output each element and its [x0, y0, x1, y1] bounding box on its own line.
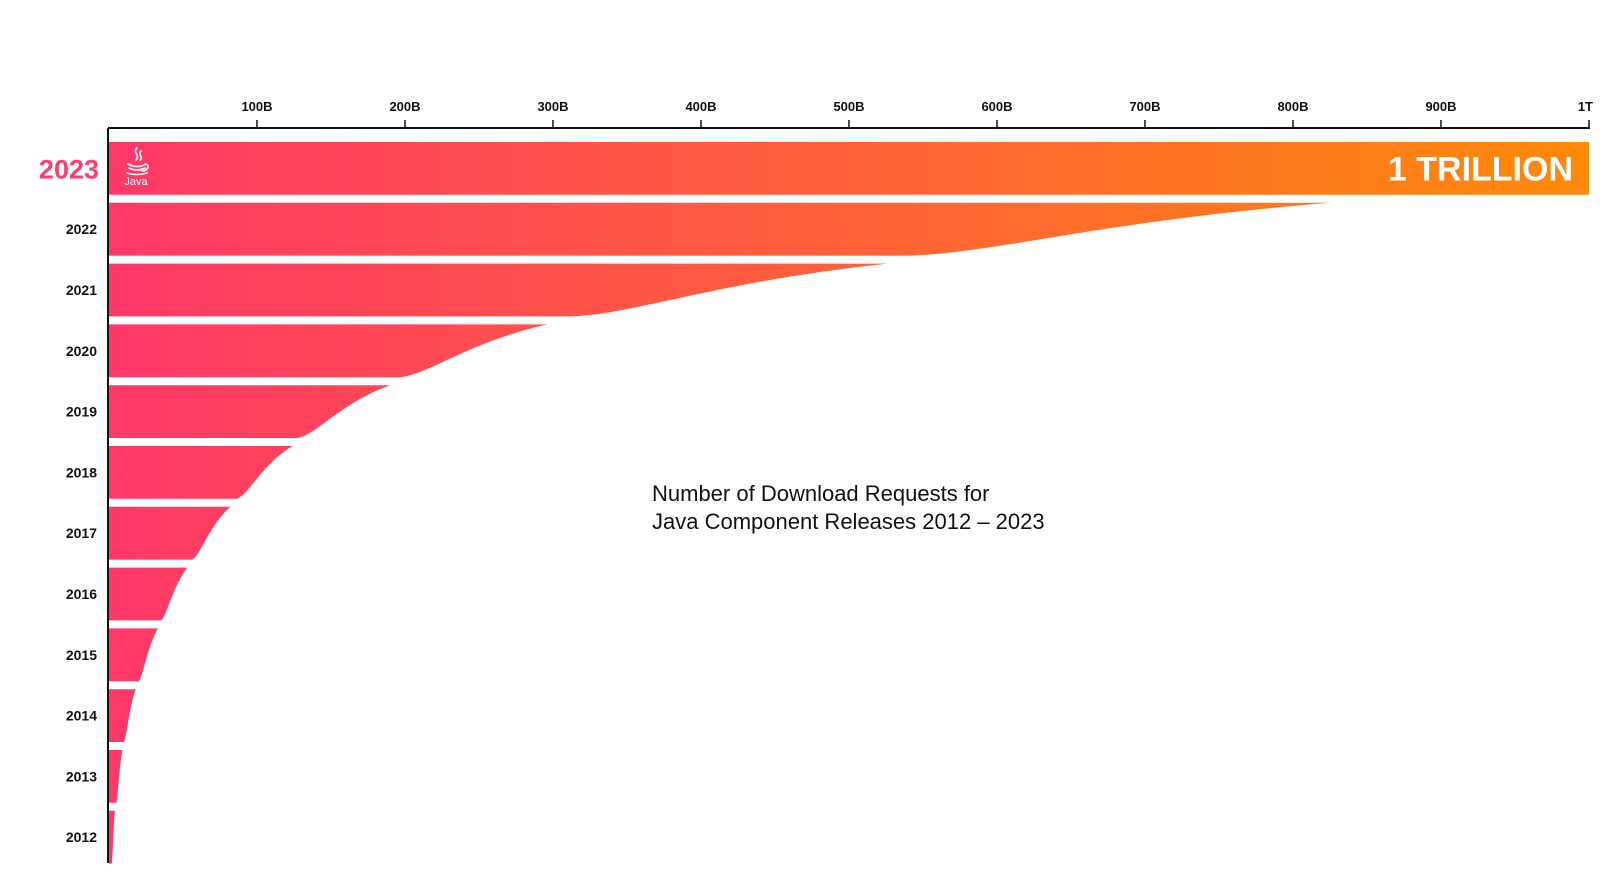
year-label-2015: 2015 [66, 647, 97, 663]
bar-2021 [109, 263, 888, 317]
year-label-2021: 2021 [66, 282, 97, 298]
x-tick-label-1T: 1T [1578, 99, 1593, 114]
year-label-2017: 2017 [66, 525, 97, 541]
x-tick-label-900B: 900B [1425, 99, 1456, 114]
chart-title-line-2: Java Component Releases 2012 – 2023 [652, 509, 1045, 534]
bar-2018 [109, 446, 293, 499]
year-label-2019: 2019 [66, 404, 97, 420]
year-label-2023: 2023 [39, 154, 99, 184]
year-label-2013: 2013 [66, 768, 97, 784]
year-label-2020: 2020 [66, 343, 97, 359]
year-label-2016: 2016 [66, 586, 97, 602]
java-logo-text: Java [124, 176, 148, 188]
x-tick-label-400B: 400B [685, 99, 716, 114]
bars-group: 1 TRILLION [109, 142, 1589, 864]
bar-value-label-2023: 1 TRILLION [1388, 150, 1573, 188]
year-label-2014: 2014 [66, 708, 97, 724]
x-tick-label-600B: 600B [981, 99, 1012, 114]
year-labels-group: 2023 2022 2021 2020 2019 2018 2017 2016 2015 2014… [39, 154, 99, 845]
x-tick-label-500B: 500B [833, 99, 864, 114]
x-axis: 100B 200B 300B 400B 500B 600B 700B 800B 900B 1T [107, 99, 1593, 863]
chart-title: Number of Download Requests for Java Com… [652, 480, 1045, 536]
bar-2022 [109, 202, 1332, 256]
year-label-2018: 2018 [66, 464, 97, 480]
x-tick-label-800B: 800B [1277, 99, 1308, 114]
x-tick-label-700B: 700B [1129, 99, 1160, 114]
bar-2012 [109, 810, 115, 864]
bar-2015 [109, 628, 158, 682]
bar-2023 [109, 142, 1589, 195]
java-logo: Java [124, 147, 149, 188]
java-cup-icon [126, 147, 149, 176]
year-label-2012: 2012 [66, 829, 97, 845]
x-tick-label-200B: 200B [389, 99, 420, 114]
x-tick-label-100B: 100B [241, 99, 272, 114]
chart-title-line-1: Number of Download Requests for [652, 481, 990, 506]
bar-2013 [109, 750, 123, 803]
x-tick-label-300B: 300B [537, 99, 568, 114]
bar-2020 [109, 324, 548, 378]
bar-2019 [109, 385, 391, 438]
bar-2014 [109, 689, 136, 742]
bar-2017 [109, 506, 231, 560]
year-label-2022: 2022 [66, 221, 97, 237]
bar-2016 [109, 567, 188, 621]
